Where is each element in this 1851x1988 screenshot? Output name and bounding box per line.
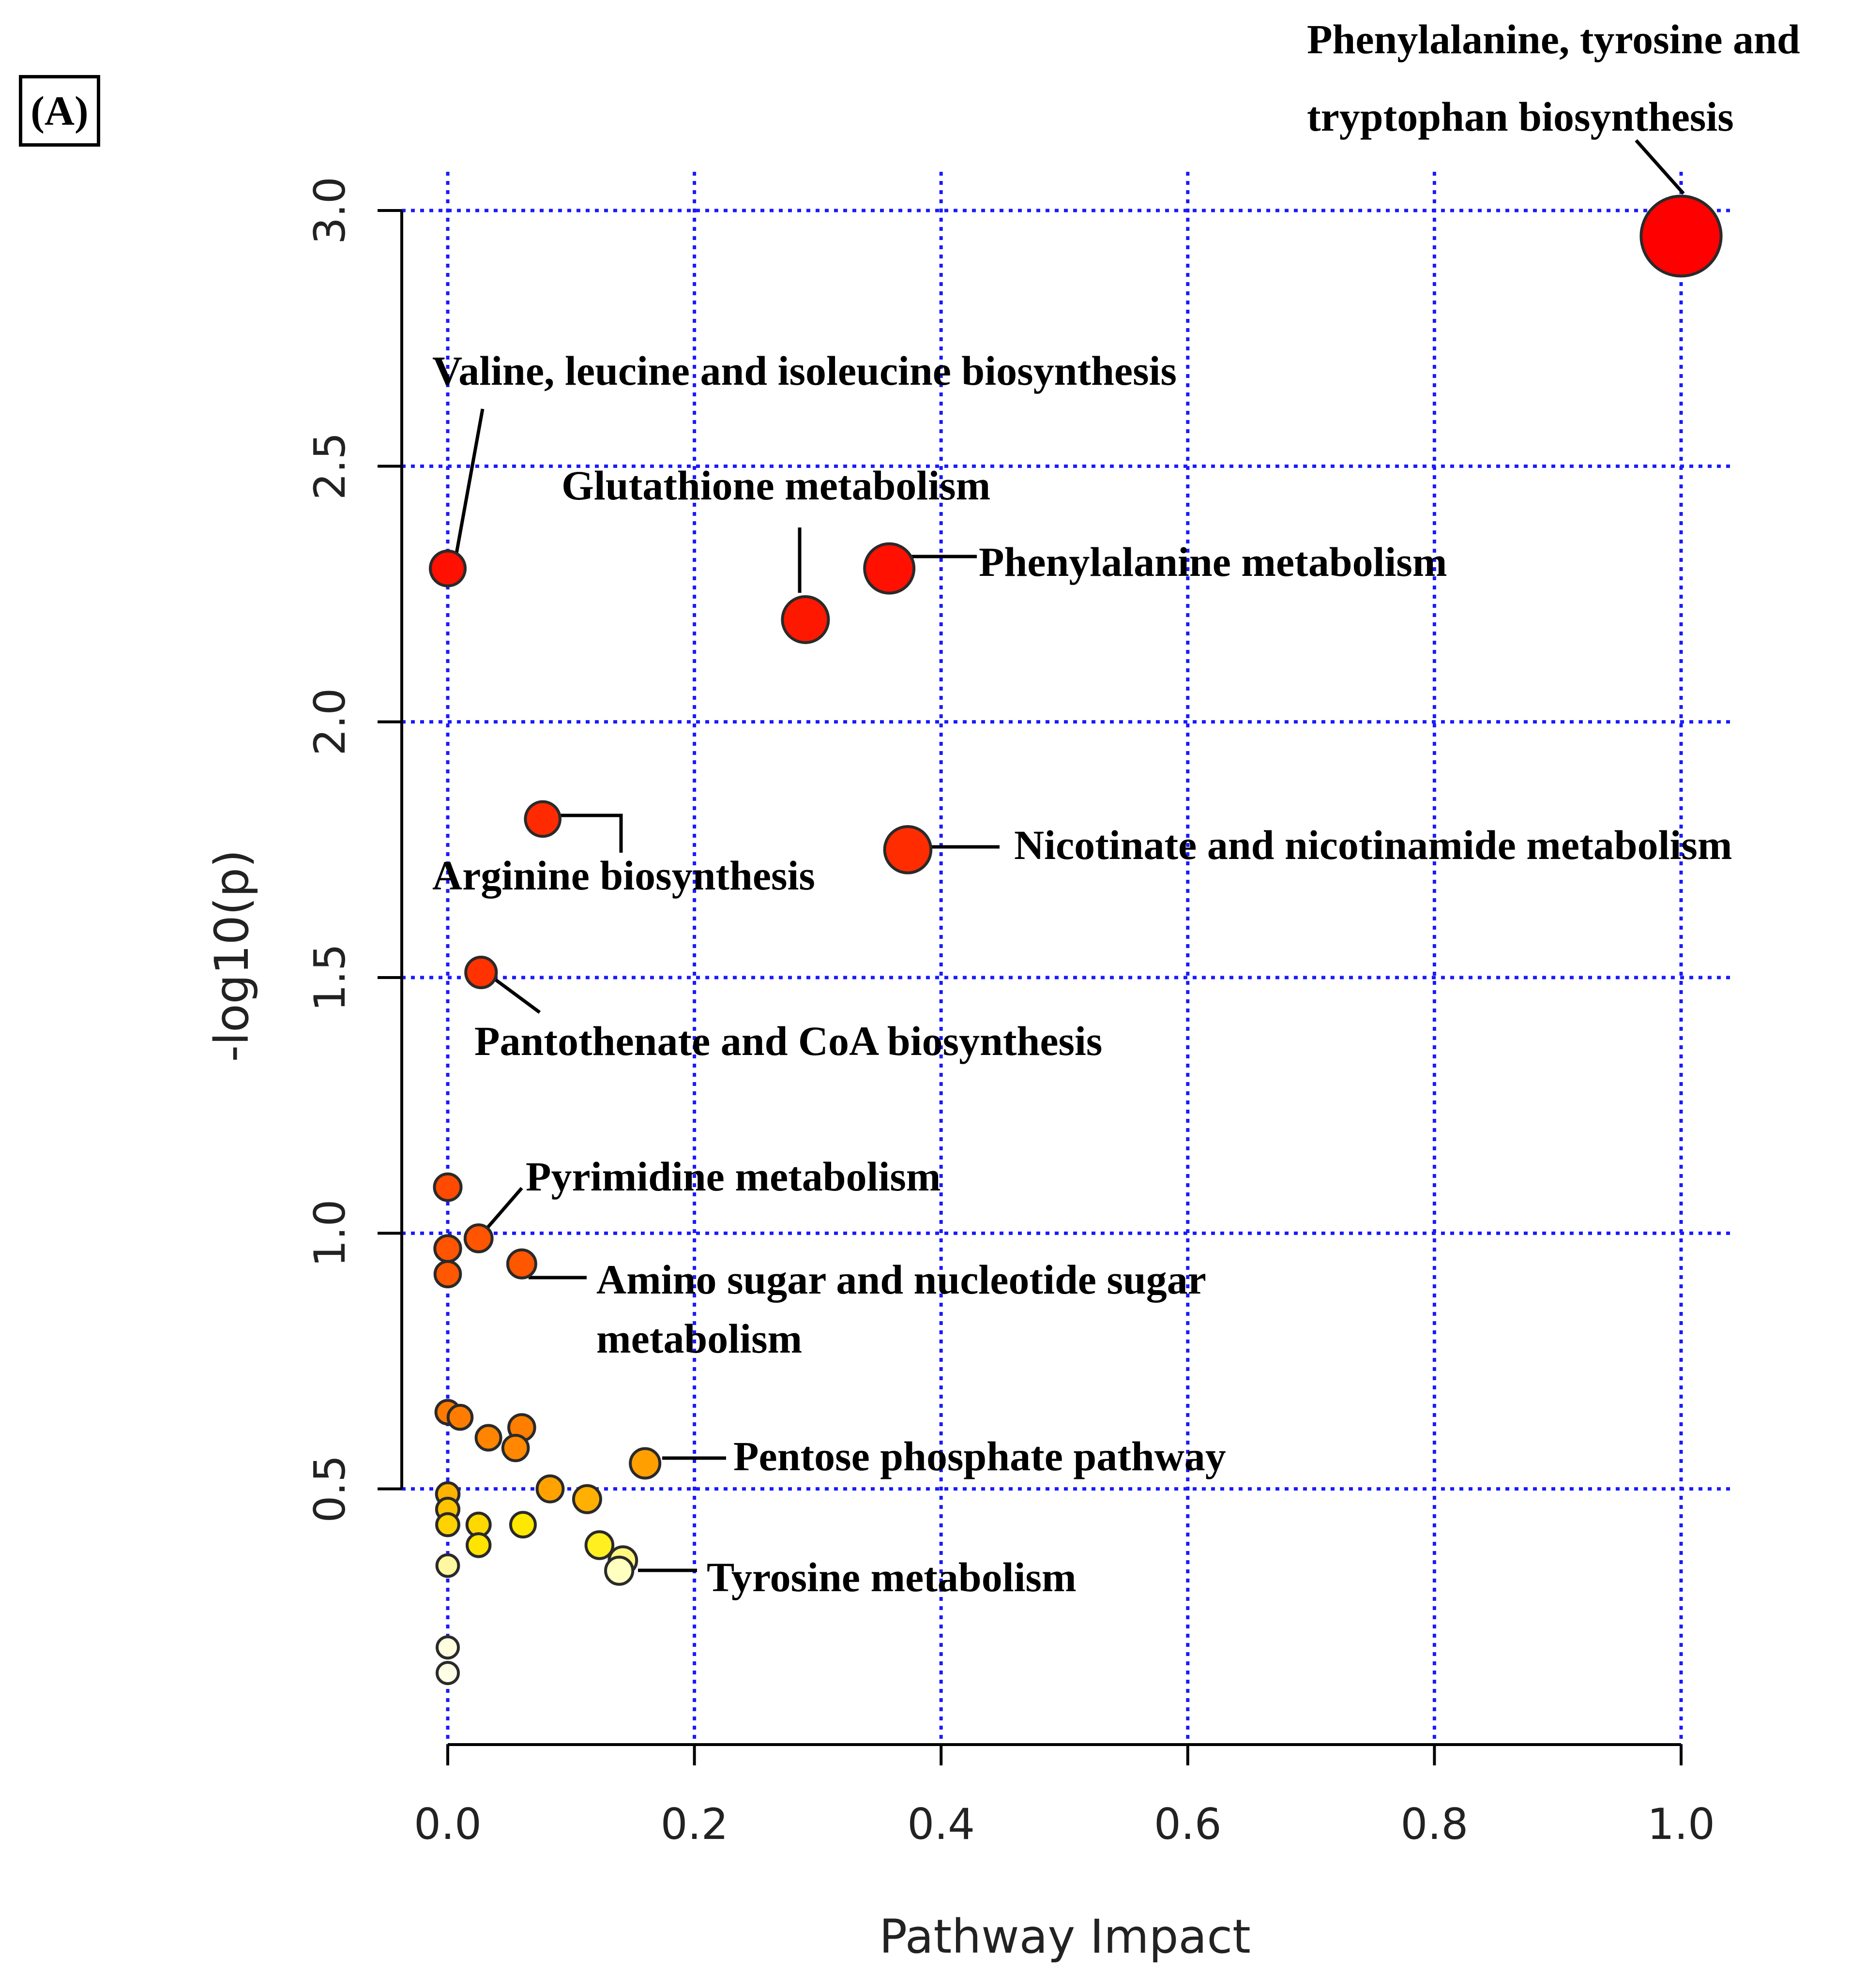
data-point [433,1260,462,1289]
x-tick-label: 0.4 [907,1799,975,1849]
leader-phe-tyr-trp [1635,139,1685,195]
pathway-label: Glutathione metabolism [561,462,990,509]
leader-pyrimidine [483,1187,523,1233]
data-point [433,1172,463,1202]
pathway-label-line: Pentose phosphate pathway [733,1433,1226,1479]
y-tick-label: 3.0 [305,177,355,244]
pathway-label-line: Glutathione metabolism [561,462,990,509]
pathway-label-line: Pantothenate and CoA biosynthesis [474,1018,1102,1064]
y-axis-title: -log10(p) [205,850,259,1062]
pathway-label: Arginine biosynthesis [432,852,815,899]
pathway-label-line: Tyrosine metabolism [707,1554,1077,1600]
y-tick-label: 2.0 [305,688,355,756]
data-point [435,1553,460,1578]
data-point [506,1248,537,1280]
data-point [474,1424,502,1452]
x-tick-label: 1.0 [1647,1799,1715,1849]
data-point [572,1484,602,1514]
data-point [863,542,916,595]
leader-valine [453,408,485,562]
annotation-labels: Phenylalanine, tyrosine and tryptophan bi… [432,16,1800,1600]
data-point [446,1403,474,1431]
pathway-label: Amino sugar and nucleotide sugar metaboli… [596,1256,1206,1362]
pathway-label: Nicotinate and nicotinamide metabolism [1014,822,1732,868]
data-point [464,955,498,990]
panel-label: (A) [19,75,100,147]
data-point [781,595,830,644]
pathway-label: Pyrimidine metabolism [526,1153,941,1200]
data-point [604,1555,635,1586]
data-point [433,1234,462,1263]
axes-layer: 0.0 0.2 0.4 0.6 0.8 1.0 0.5 1.0 1.5 2.0 2.5 3.0 Path… [205,177,1715,1964]
data-point [524,800,561,838]
x-axis-title: Pathway Impact [879,1910,1251,1964]
pathway-label-line: Amino sugar and nucleotide sugar [596,1256,1206,1303]
pathway-label-line: metabolism [596,1315,802,1362]
data-point [883,825,933,874]
x-tick-label: 0.6 [1154,1799,1222,1849]
pathway-label: Pentose phosphate pathway [733,1433,1226,1479]
data-point [463,1223,494,1253]
leader-lines [453,139,1685,1572]
pathway-label: Pantothenate and CoA biosynthesis [474,1018,1102,1064]
pathway-label: Phenylalanine, tyrosine and tryptophan bi… [1307,16,1800,140]
x-tick-label: 0.8 [1400,1799,1468,1849]
x-tick-label: 0.2 [661,1799,728,1849]
pathway-label-line: Valine, leucine and isoleucine biosynthe… [432,347,1177,394]
pathway-label-line: Pyrimidine metabolism [526,1153,941,1200]
pathway-label: Phenylalanine metabolism [979,539,1447,585]
grid-layer [402,172,1733,1745]
x-tick-label: 0.0 [414,1799,482,1849]
data-point [1639,195,1723,278]
data-point [429,549,467,587]
leader-pantothenate [490,975,541,1014]
pathway-label-line: Nicotinate and nicotinamide metabolism [1014,822,1732,868]
pathway-label-line: tryptophan biosynthesis [1307,93,1734,140]
data-point [436,1661,460,1686]
y-tick-label: 1.0 [305,1199,355,1267]
leader-arginine [557,813,623,853]
data-point [584,1530,615,1560]
pathway-label: Tyrosine metabolism [707,1554,1077,1600]
data-point [435,1512,460,1537]
pathway-label-line: Arginine biosynthesis [432,852,815,899]
data-point [436,1635,460,1660]
y-tick-label: 2.5 [305,432,355,500]
data-point [501,1433,530,1462]
data-point [466,1532,492,1558]
y-tick-label: 1.5 [305,944,355,1011]
points-layer [429,195,1723,1686]
pathway-label-line: Phenylalanine, tyrosine and [1307,16,1800,62]
pathway-label-line: Phenylalanine metabolism [979,539,1447,585]
y-tick-label: 0.5 [305,1455,355,1523]
pathway-label: Valine, leucine and isoleucine biosynthe… [432,347,1177,394]
data-point [509,1511,537,1539]
data-point [629,1447,662,1480]
data-point [535,1474,565,1504]
